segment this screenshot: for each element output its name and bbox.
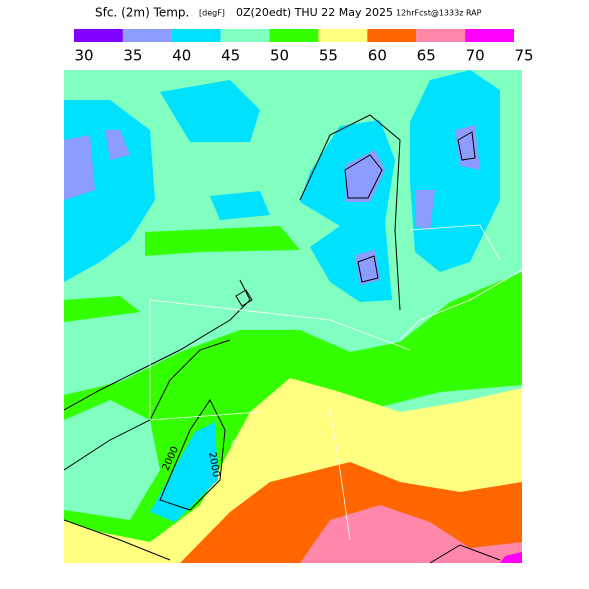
temp-region [500,552,522,563]
legend-label: 35 [123,47,142,65]
valid-time: 0Z(20edt) THU 22 May 2025 [236,6,393,19]
temp-region [64,400,160,520]
legend-swatch [465,29,514,42]
border [409,224,501,261]
legend-swatch [318,29,368,42]
units: [degF] [199,9,225,18]
contours [64,114,501,563]
map: 2000 2000 [64,70,522,563]
legend-label: 45 [221,47,240,65]
coast [399,269,522,341]
legend-label: 70 [466,47,485,65]
contour [64,279,251,411]
legend-label: 55 [319,47,338,65]
legend-label: 30 [74,47,93,65]
temp-region [345,150,385,202]
contour [64,519,171,561]
legend-label: 75 [514,47,533,65]
legend-swatch [269,29,319,42]
legend-swatch [74,29,123,42]
contour [357,255,379,283]
temp-region [160,80,260,142]
temp-region [410,70,500,272]
contour [457,131,476,161]
legend-swatch [171,29,221,42]
color-legend: 30 35 40 45 50 55 60 65 70 75 [74,29,534,65]
temp-region [145,226,300,256]
contour [429,544,501,563]
legend-label: 60 [368,47,387,65]
forecast-info: 12hrFcst@1333z RAP [396,9,482,18]
state-lines [149,224,522,541]
legend-swatch [220,29,270,42]
contour-label: 2000 [206,451,221,478]
temp-region [105,130,130,160]
legend-swatch [367,29,417,42]
legend-label: 65 [417,47,436,65]
contour [64,339,231,471]
legend-swatch [416,29,466,42]
legend-label: 40 [172,47,191,65]
legend-label: 50 [270,47,289,65]
cold-regions [64,125,480,285]
temp-region [64,135,95,200]
legend-swatch [122,29,172,42]
border [329,409,351,541]
contour [235,289,253,307]
temp-region [300,505,522,563]
border [149,299,411,351]
temp-region [64,296,140,322]
temp-region [210,191,270,220]
title: Sfc. (2m) Temp. [95,6,189,20]
contour [299,114,401,311]
border [149,300,261,421]
temp-region [415,190,435,230]
contour [344,154,383,199]
contour [159,399,226,511]
temp-region [150,422,218,522]
